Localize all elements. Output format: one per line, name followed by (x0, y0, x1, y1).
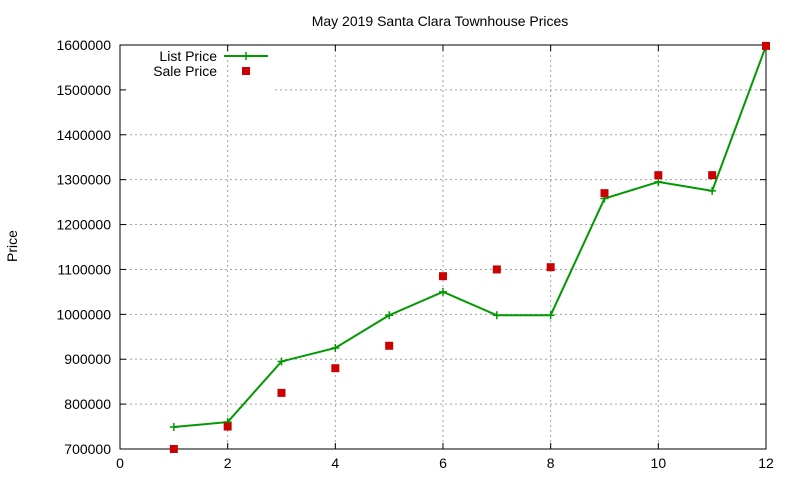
x-tick-label: 4 (331, 455, 339, 471)
data-point-sale-price (331, 364, 340, 373)
grid-layer (120, 45, 766, 449)
data-point-sale-price (546, 263, 555, 272)
x-tick-label: 0 (116, 455, 124, 471)
y-tick-label: 800000 (64, 396, 111, 412)
y-tick-label: 1400000 (56, 127, 111, 143)
legend-swatch-sale-price (242, 67, 250, 75)
x-tick-label: 2 (224, 455, 232, 471)
chart-title: May 2019 Santa Clara Townhouse Prices (312, 13, 569, 29)
y-tick-label: 1100000 (58, 261, 112, 277)
axes-layer: 0 2 4 6 8 10 12 700000 800000 900000 1000000 110000… (56, 37, 774, 471)
legend-marker-list-price (242, 52, 250, 60)
data-point-list-price (654, 177, 663, 186)
data-point-sale-price (439, 272, 447, 281)
y-tick-label: 1500000 (56, 82, 111, 98)
data-point-list-price (169, 423, 178, 432)
data-point-list-price (546, 311, 555, 320)
data-point-sale-price (385, 341, 394, 350)
data-point-sale-price (169, 445, 178, 453)
y-tick-label: 1200000 (56, 217, 111, 233)
data-point-list-price (277, 357, 286, 366)
y-tick-label: 1000000 (56, 306, 111, 322)
data-point-sale-price (492, 265, 501, 274)
x-tick-label: 12 (758, 455, 774, 471)
data-point-list-price (708, 186, 717, 195)
legend-label-list-price: List Price (159, 48, 217, 64)
y-tick-label: 700000 (64, 441, 111, 457)
data-point-list-price (492, 311, 501, 320)
data-point-list-price (385, 311, 394, 320)
data-point-list-price (331, 344, 340, 352)
data-point-sale-price (708, 171, 717, 180)
y-tick-label: 900000 (64, 351, 111, 367)
data-point-sale-price (600, 189, 609, 198)
data-point-sale-price (223, 422, 232, 431)
y-tick-label: 1600000 (56, 37, 111, 53)
series-line-list-price (173, 45, 767, 429)
x-tick-label: 6 (439, 455, 447, 471)
legend-label-sale-price: Sale Price (153, 63, 217, 79)
y-tick-label: 1300000 (56, 172, 111, 188)
x-tick-label: 8 (547, 455, 555, 471)
y-axis-title: Price (4, 230, 20, 262)
data-point-sale-price (762, 41, 770, 50)
data-point-sale-price (277, 388, 286, 397)
x-tick-label: 10 (651, 455, 667, 471)
legend: List Price Sale Price (153, 48, 268, 79)
series-layer (169, 41, 770, 453)
data-point-sale-price (654, 171, 663, 180)
data-point-list-price (439, 287, 447, 296)
